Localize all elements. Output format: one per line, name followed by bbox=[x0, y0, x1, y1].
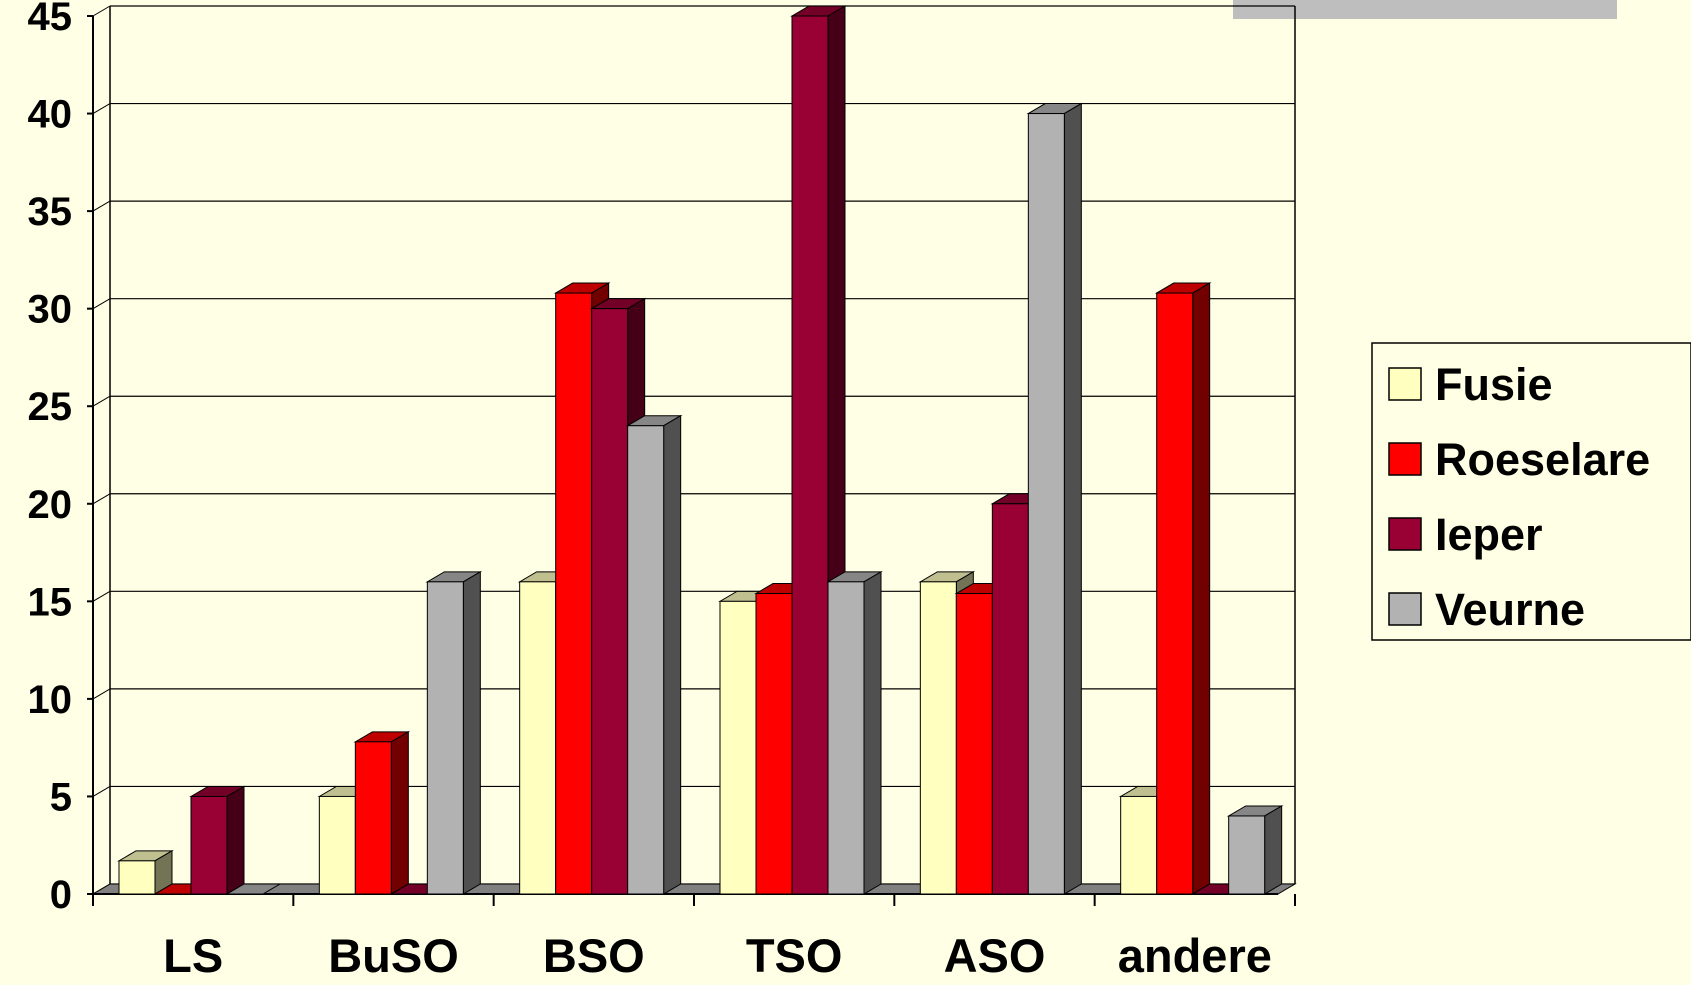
legend-label: Ieper bbox=[1435, 509, 1543, 560]
bar-front-face bbox=[555, 292, 593, 895]
bar-front-face bbox=[1120, 795, 1158, 895]
bar-front-face bbox=[354, 741, 392, 895]
bar-tso-ieper[interactable] bbox=[790, 5, 847, 895]
bar-front-face bbox=[755, 593, 793, 895]
y-tick-label: 40 bbox=[28, 93, 73, 137]
bar-side-face bbox=[226, 785, 245, 895]
y-tick-label: 30 bbox=[28, 288, 73, 332]
gridline-side bbox=[92, 395, 111, 407]
bar-front-face bbox=[1156, 292, 1194, 895]
bar-front-face bbox=[591, 308, 629, 895]
bar-side-face bbox=[863, 570, 882, 895]
y-tick-label: 45 bbox=[28, 0, 73, 39]
bar-front-face bbox=[827, 581, 865, 895]
bar-front-face bbox=[991, 503, 1029, 895]
bar-front-face bbox=[426, 581, 464, 895]
bar-side-face bbox=[1264, 805, 1283, 895]
gridline-side bbox=[92, 786, 111, 797]
bar-buso-roeselare[interactable] bbox=[353, 730, 411, 895]
bar-front-face bbox=[318, 795, 356, 895]
legend-swatch bbox=[1388, 442, 1422, 476]
y-tick-label: 5 bbox=[50, 775, 72, 819]
legend-label: Fusie bbox=[1435, 359, 1553, 410]
gridline-side bbox=[92, 493, 111, 505]
bar-side-face bbox=[390, 730, 409, 895]
legend-swatch bbox=[1388, 592, 1422, 626]
bar-ls-ieper[interactable] bbox=[189, 785, 246, 895]
x-tick-label: andere bbox=[1118, 929, 1272, 980]
gridline-side bbox=[92, 200, 111, 212]
bar-side-face bbox=[1063, 102, 1082, 895]
bar-front-face bbox=[791, 15, 829, 895]
y-tick-label: 35 bbox=[28, 190, 73, 234]
y-tick-label: 0 bbox=[50, 873, 72, 917]
legend-swatch bbox=[1388, 367, 1422, 401]
bar-front-face bbox=[118, 860, 156, 895]
x-tick-label: BSO bbox=[543, 929, 645, 980]
top-right-decoration bbox=[1233, 0, 1617, 19]
legend-label: Veurne bbox=[1435, 584, 1585, 635]
bar-andere-roeselare[interactable] bbox=[1154, 282, 1212, 895]
bar-front-face bbox=[719, 600, 757, 895]
y-tick-label: 15 bbox=[28, 580, 73, 624]
bar-aso-veurne[interactable] bbox=[1026, 102, 1084, 895]
legend: Fusie Roeselare Ieper Veurne bbox=[1371, 342, 1691, 641]
bar-andere-veurne[interactable] bbox=[1226, 805, 1284, 895]
legend-item-fusie: Fusie bbox=[1388, 359, 1553, 410]
x-tick-label: ASO bbox=[944, 929, 1046, 980]
bar-bso-veurne[interactable] bbox=[625, 414, 683, 895]
y-tick-label: 10 bbox=[28, 678, 73, 722]
gridline-side bbox=[92, 5, 111, 17]
y-tick-label: 20 bbox=[28, 483, 73, 527]
x-tick-label: BuSO bbox=[328, 929, 459, 980]
bar-ls-fusie[interactable] bbox=[117, 849, 174, 895]
gridline-side bbox=[92, 590, 111, 602]
bar-side-face bbox=[663, 414, 682, 895]
legend-item-veurne: Veurne bbox=[1388, 584, 1585, 635]
bar-side-face bbox=[1192, 282, 1211, 895]
bar-side-face bbox=[462, 570, 481, 895]
bar-front-face bbox=[1027, 113, 1065, 895]
legend-swatch bbox=[1388, 517, 1422, 551]
gridline-side bbox=[92, 688, 111, 700]
gridline-side bbox=[92, 298, 111, 310]
bar-top-face bbox=[225, 883, 282, 895]
y-tick-label: 25 bbox=[28, 385, 73, 429]
bar-ls-veurne[interactable] bbox=[225, 883, 282, 895]
bar-front-face bbox=[955, 593, 993, 895]
bar-tso-veurne[interactable] bbox=[826, 570, 883, 895]
legend-label: Roeselare bbox=[1435, 434, 1650, 485]
bar-buso-veurne[interactable] bbox=[425, 570, 483, 895]
gridline-side bbox=[92, 103, 111, 114]
x-tick-label: LS bbox=[163, 929, 223, 980]
bar-front-face bbox=[190, 795, 228, 895]
bar-front-face bbox=[627, 425, 665, 895]
legend-frame bbox=[1371, 342, 1691, 641]
bar-front-face bbox=[1228, 815, 1266, 895]
bar-front-face bbox=[519, 581, 557, 895]
legend-item-roeselare: Roeselare bbox=[1388, 434, 1650, 485]
bar-front-face bbox=[919, 581, 957, 895]
x-tick-label: TSO bbox=[746, 929, 843, 980]
legend-item-ieper: Ieper bbox=[1388, 509, 1543, 560]
